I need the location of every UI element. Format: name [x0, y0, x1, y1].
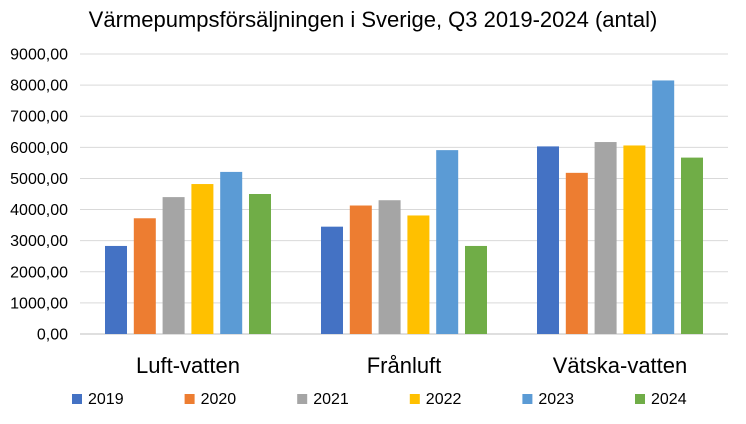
bar-2021-1: [378, 200, 401, 334]
bar-2023-2: [652, 80, 675, 334]
y-tick-label: 3000,00: [10, 233, 68, 250]
chart-title: Värmepumpsförsäljningen i Sverige, Q3 20…: [89, 7, 658, 32]
legend-swatch-2024: [635, 394, 645, 404]
legend: 2019 2020 2021 2022 2023 2024: [72, 391, 687, 408]
y-tick-label: 9000,00: [10, 47, 68, 64]
bar-2019-1: [321, 226, 343, 334]
y-tick-label: 6000,00: [10, 140, 68, 157]
x-category-label: Vätska-vatten: [553, 353, 688, 378]
legend-swatch-2021: [297, 394, 308, 404]
y-tick-label: 8000,00: [10, 78, 68, 95]
bar-2022-2: [623, 145, 646, 334]
bars: [105, 80, 703, 334]
legend-label: 2023: [538, 391, 574, 408]
y-tick-label: 5000,00: [10, 171, 68, 188]
legend-label: 2019: [88, 391, 124, 408]
bar-2024-1: [465, 245, 487, 334]
bar-2020-1: [349, 205, 372, 334]
y-tick-label: 4000,00: [10, 202, 68, 219]
gridlines: [80, 53, 728, 335]
y-tick-label: 1000,00: [10, 295, 68, 312]
x-axis-category-labels: Luft-vatten Frånluft Vätska-vatten: [136, 353, 687, 378]
bar-2023-1: [436, 150, 459, 334]
bar-2019-0: [105, 245, 127, 334]
legend-label: 2022: [426, 391, 462, 408]
bar-2020-0: [133, 218, 156, 334]
bar-2019-2: [537, 146, 559, 334]
bar-2021-0: [162, 197, 185, 334]
y-tick-label: 2000,00: [10, 264, 68, 281]
y-axis-tick-labels: 0,00 1000,00 2000,00 3000,00 4000,00 5000,00 6…: [10, 47, 68, 344]
legend-label: 2024: [651, 391, 687, 408]
x-category-label: Luft-vatten: [136, 353, 240, 378]
bar-2022-0: [191, 184, 214, 334]
y-tick-label: 7000,00: [10, 109, 68, 126]
legend-swatch-2020: [184, 394, 195, 404]
legend-swatch-2022: [409, 394, 420, 404]
bar-2024-2: [681, 157, 703, 334]
legend-label: 2020: [201, 391, 237, 408]
bar-2022-1: [407, 215, 430, 334]
bar-2023-0: [220, 171, 243, 334]
y-tick-label: 0,00: [37, 327, 68, 344]
bar-2020-2: [565, 172, 588, 334]
bar-2021-2: [594, 142, 617, 334]
x-category-label: Frånluft: [367, 353, 442, 378]
bar-2024-0: [249, 194, 271, 334]
legend-swatch-2023: [522, 394, 533, 404]
legend-swatch-2019: [72, 394, 82, 404]
legend-label: 2021: [313, 391, 349, 408]
